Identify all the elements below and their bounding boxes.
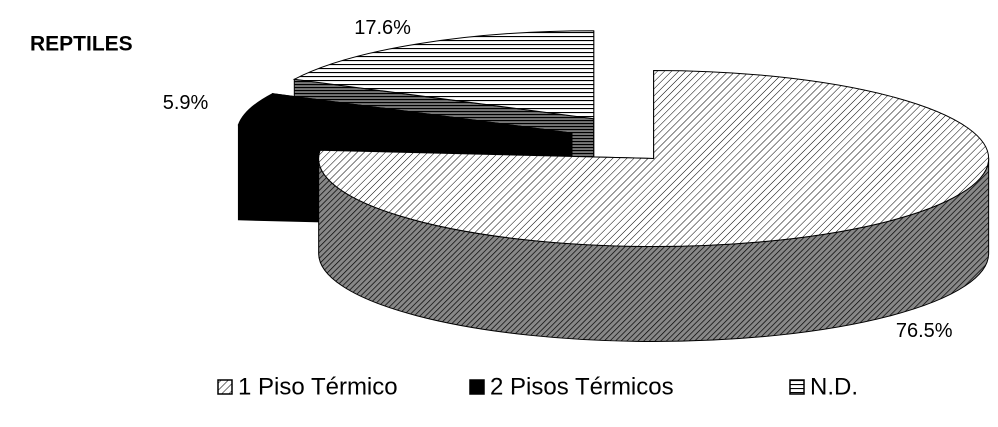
slice-top (318, 69, 990, 247)
legend: 1 Piso Térmico 2 Pisos Térmicos N.D. (217, 373, 858, 400)
legend-label: 1 Piso Térmico (238, 373, 398, 400)
slice-top (292, 30, 595, 120)
legend-swatch (469, 379, 485, 395)
slice (318, 69, 990, 342)
chart-title: REPTILES (30, 33, 133, 56)
slice-top (237, 93, 573, 134)
legend-label: 2 Pisos Térmicos (490, 373, 674, 400)
data-label: 5.9% (163, 92, 209, 114)
legend-label: N.D. (810, 373, 858, 400)
legend-swatch (789, 379, 805, 395)
legend-swatch (217, 379, 233, 395)
data-label: 76.5% (896, 320, 953, 342)
data-label: 17.6% (354, 17, 411, 39)
pie: 76.5% 5.9% 17.6% (163, 17, 990, 342)
